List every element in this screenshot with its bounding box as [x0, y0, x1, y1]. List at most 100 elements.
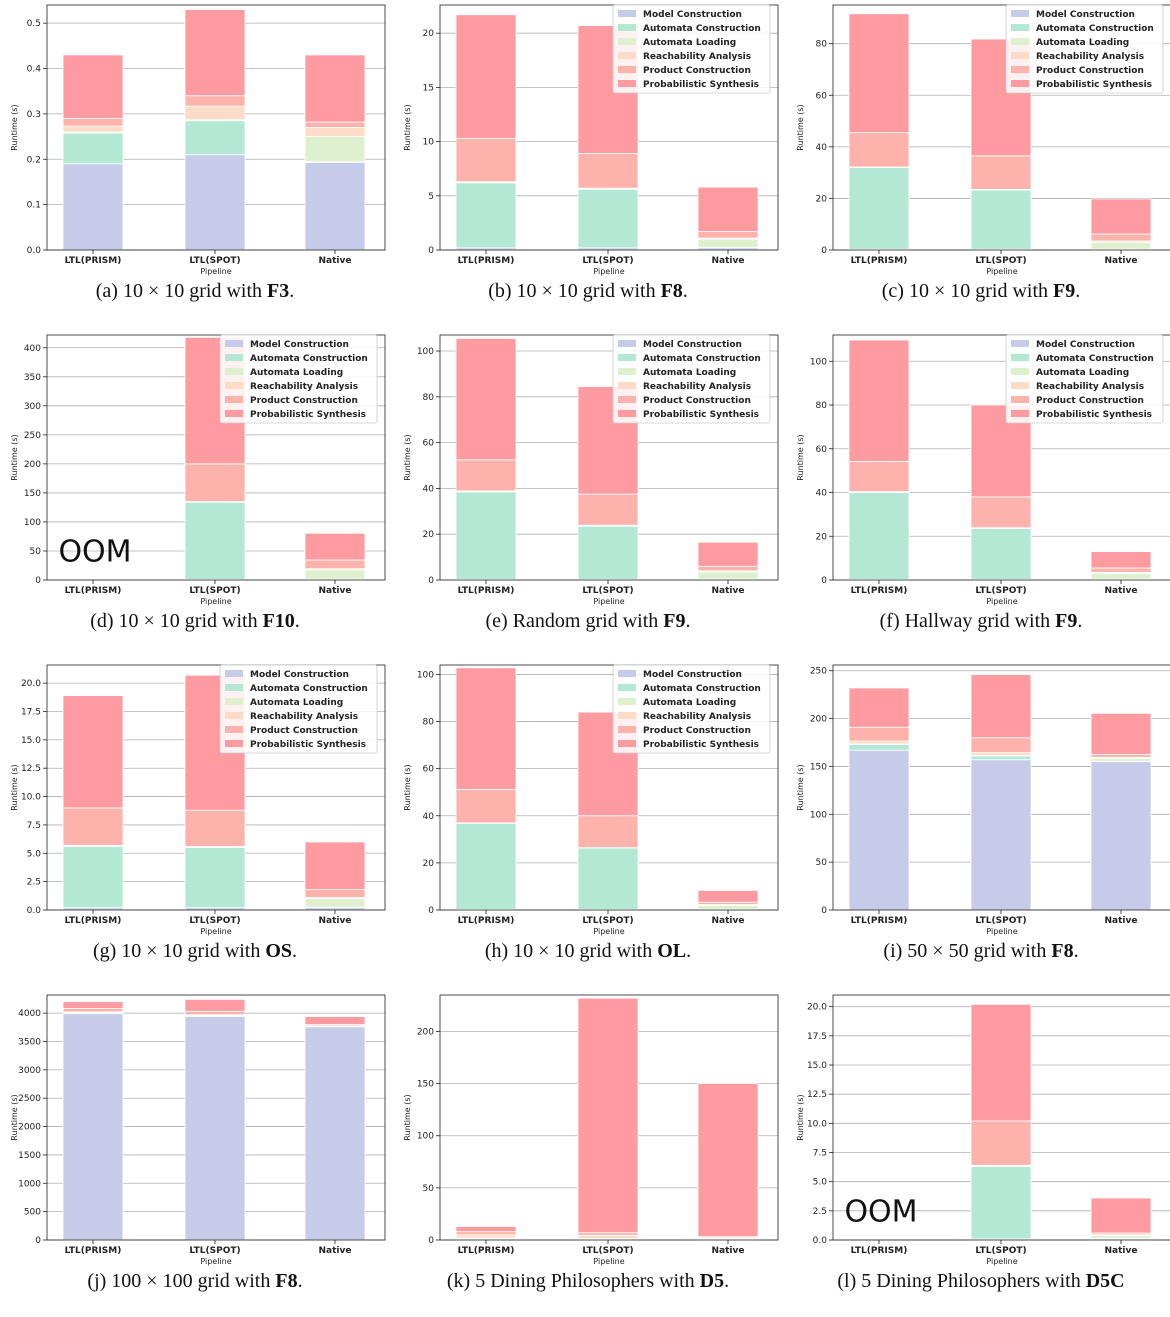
- bar-segment-product-construction: [698, 566, 758, 571]
- y-tick-label: 20: [816, 532, 828, 542]
- bar-segment-probabilistic-synthesis: [63, 55, 123, 119]
- stacked-bar-chart: 05101520LTL(PRISM)LTL(SPOT)NativePipelin…: [393, 0, 783, 327]
- legend-swatch: [1011, 80, 1029, 87]
- y-tick-label: 10: [423, 138, 435, 148]
- x-axis-label: Pipeline: [200, 1257, 231, 1266]
- legend-swatch: [225, 698, 243, 705]
- bar-segment-product-construction: [578, 816, 638, 848]
- y-tick-label: 0.2: [27, 155, 41, 165]
- bar-segment-reachability-analysis: [63, 126, 123, 132]
- y-tick-label: 15: [423, 83, 434, 93]
- y-tick-label: 100: [417, 347, 434, 357]
- x-tick-label: Native: [319, 916, 352, 926]
- bar-segment-product-construction: [63, 118, 123, 126]
- bar-segment-automata-construction: [578, 526, 638, 579]
- caption-pre: 10 × 10 grid with: [123, 280, 267, 302]
- caption-bold: D5: [700, 1270, 724, 1292]
- legend-swatch: [1011, 24, 1029, 31]
- legend-swatch: [618, 410, 636, 417]
- x-tick-label: LTL(PRISM): [65, 916, 122, 926]
- y-tick-label: 0.0: [27, 906, 42, 916]
- caption-post: .: [724, 1270, 729, 1292]
- bar-segment-automata-construction: [185, 848, 245, 908]
- bar-segment-product-construction: [971, 156, 1031, 190]
- bar-segment-automata-loading: [305, 137, 365, 162]
- bar-segment-probabilistic-synthesis: [305, 55, 365, 122]
- x-axis-label: Pipeline: [200, 927, 231, 936]
- legend-swatch: [1011, 38, 1029, 45]
- caption-pre: 10 × 10 grid with: [513, 940, 657, 962]
- legend-label: Product Construction: [643, 726, 751, 736]
- bar-segment-probabilistic-synthesis: [849, 340, 909, 461]
- x-tick-label: LTL(SPOT): [975, 586, 1026, 596]
- bar-segment-probabilistic-synthesis: [698, 1083, 758, 1236]
- y-tick-label: 3500: [18, 1038, 41, 1048]
- y-tick-label: 60: [816, 445, 828, 455]
- y-tick-label: 500: [24, 1208, 41, 1218]
- caption-pre: 10 × 10 grid with: [121, 940, 265, 962]
- bar-segment-reachability-analysis: [456, 1235, 516, 1238]
- caption-pre: 10 × 10 grid with: [517, 280, 661, 302]
- figure-caption: (b) 10 × 10 grid with F8.: [393, 280, 783, 303]
- caption-pre: 5 Dining Philosophers with: [475, 1270, 699, 1292]
- bar-segment-product-construction: [578, 494, 638, 525]
- bar-segment-automata-loading: [698, 239, 758, 247]
- y-tick-label: 0: [428, 246, 434, 256]
- caption-post: .: [685, 610, 690, 632]
- bar-segment-product-construction: [456, 1232, 516, 1235]
- bar-segment-automata-construction: [456, 823, 516, 909]
- bar-segment-product-construction: [63, 808, 123, 845]
- legend-label: Model Construction: [250, 340, 349, 350]
- caption-prefix: (e): [486, 610, 513, 632]
- y-tick-label: 20: [423, 530, 435, 540]
- y-tick-label: 0: [428, 906, 434, 916]
- legend-label: Probabilistic Synthesis: [250, 410, 366, 420]
- y-tick-label: 7.5: [27, 821, 41, 831]
- bar-segment-product-construction: [305, 890, 365, 898]
- y-tick-label: 100: [24, 518, 41, 528]
- y-axis-label: Runtime (s): [403, 434, 412, 480]
- legend-swatch: [618, 726, 636, 733]
- legend-swatch: [618, 396, 636, 403]
- y-tick-label: 60: [816, 91, 828, 101]
- bar-segment-product-construction: [456, 789, 516, 822]
- caption-prefix: (a): [96, 280, 123, 302]
- legend-label: Probabilistic Synthesis: [1036, 80, 1152, 90]
- caption-prefix: (g): [93, 940, 121, 962]
- bar-segment-automata-loading: [305, 570, 365, 579]
- x-tick-label: LTL(PRISM): [65, 586, 122, 596]
- y-tick-label: 150: [810, 762, 827, 772]
- y-tick-label: 20: [423, 859, 435, 869]
- y-tick-label: 0: [35, 1236, 41, 1246]
- legend-swatch: [1011, 10, 1029, 17]
- caption-post: .: [292, 940, 297, 962]
- legend-swatch: [1011, 354, 1029, 361]
- bar-segment-probabilistic-synthesis: [578, 998, 638, 1233]
- stacked-bar-chart: 050100150200250LTL(PRISM)LTL(SPOT)Native…: [786, 660, 1170, 987]
- bar-segment-model-construction: [849, 750, 909, 910]
- y-tick-label: 200: [417, 1027, 434, 1037]
- bar-segment-reachability-analysis: [849, 741, 909, 744]
- legend-swatch: [618, 698, 636, 705]
- x-tick-label: Native: [319, 256, 352, 266]
- y-tick-label: 40: [423, 812, 435, 822]
- legend-label: Automata Construction: [250, 354, 368, 364]
- legend-label: Model Construction: [643, 10, 742, 20]
- legend-label: Probabilistic Synthesis: [250, 740, 366, 750]
- y-tick-label: 80: [816, 40, 828, 50]
- legend-label: Probabilistic Synthesis: [643, 80, 759, 90]
- y-tick-label: 0.0: [27, 246, 42, 256]
- bar-segment-product-construction: [185, 96, 245, 106]
- legend-label: Model Construction: [250, 670, 349, 680]
- y-tick-label: 10.0: [21, 793, 41, 803]
- caption-post: .: [295, 610, 300, 632]
- y-axis-label: Runtime (s): [10, 434, 19, 480]
- x-tick-label: Native: [712, 256, 745, 266]
- legend-swatch: [1011, 410, 1029, 417]
- caption-bold: F9: [663, 610, 685, 632]
- caption-pre: 10 × 10 grid with: [909, 280, 1053, 302]
